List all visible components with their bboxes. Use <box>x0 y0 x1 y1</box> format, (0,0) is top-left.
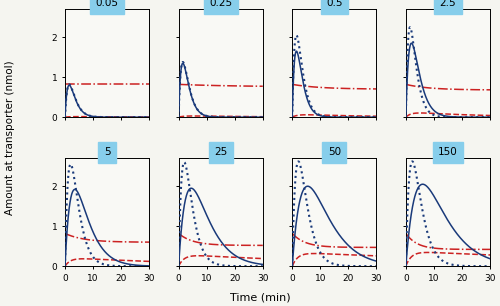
Title: 0.25: 0.25 <box>209 0 233 8</box>
Title: 150: 150 <box>438 147 458 158</box>
Title: 25: 25 <box>214 147 228 158</box>
Title: 5: 5 <box>104 147 110 158</box>
Text: Time (min): Time (min) <box>230 293 290 303</box>
Title: 50: 50 <box>328 147 341 158</box>
Title: 0.5: 0.5 <box>326 0 342 8</box>
Title: 2.5: 2.5 <box>440 0 456 8</box>
Title: 0.05: 0.05 <box>96 0 118 8</box>
Text: Amount at transporter (nmol): Amount at transporter (nmol) <box>5 60 15 215</box>
